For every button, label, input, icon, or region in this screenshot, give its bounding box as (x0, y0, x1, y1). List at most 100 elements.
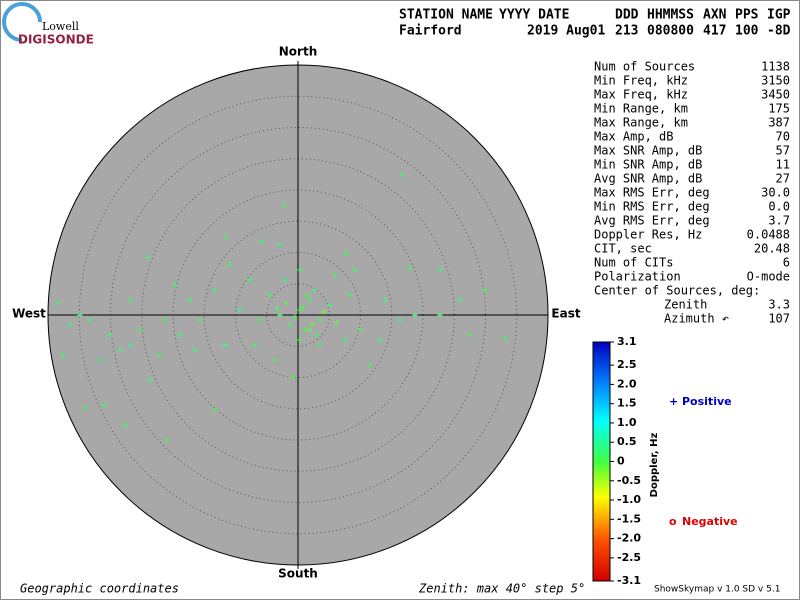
header-column: AXN (703, 8, 727, 23)
source-point (55, 300, 61, 306)
source-point (327, 302, 333, 308)
source-point (87, 317, 93, 323)
colorbar-title: Doppler, Hz (649, 433, 660, 498)
source-point (187, 297, 193, 303)
source-point (127, 297, 133, 303)
stat-value: 3150 (761, 74, 790, 88)
footer-mid: Zenith: max 40° step 5° (418, 582, 585, 596)
source-point (287, 322, 293, 328)
source-point (482, 287, 488, 293)
source-point (412, 312, 418, 318)
colorbar-tick-label: 2.0 (617, 377, 637, 390)
source-point (257, 317, 263, 323)
source-point (342, 337, 348, 343)
source-point (172, 282, 178, 288)
center-label: Zenith (664, 298, 707, 312)
source-point (247, 277, 253, 283)
source-point (301, 305, 307, 310)
center-title: Center of Sources, deg: (594, 284, 760, 298)
center-value: 3.3 (768, 298, 790, 312)
header-value: 080800 (647, 24, 694, 39)
source-point (164, 437, 170, 443)
source-point (437, 312, 443, 318)
source-point (343, 251, 349, 257)
source-point (407, 265, 413, 271)
stat-label: Num of CITs (594, 256, 673, 270)
stat-label: Min RMS Err, deg (594, 200, 710, 214)
header-value: 2019 Aug01 (527, 24, 605, 39)
source-point (317, 317, 323, 323)
source-point (77, 312, 83, 318)
source-point (296, 337, 302, 343)
header-value: 100 (735, 24, 759, 39)
stat-label: Doppler Res, Hz (594, 228, 702, 242)
footer-left: Geographic coordinates (20, 582, 179, 596)
header-column: STATION NAME (399, 8, 493, 23)
stat-label: Min Range, km (594, 102, 688, 116)
source-point (397, 317, 403, 323)
source-point (304, 293, 310, 299)
source-point (101, 402, 107, 408)
header-column: HHMMSS (647, 8, 694, 23)
source-point (399, 172, 405, 178)
source-point (332, 272, 338, 278)
stat-value: O-mode (747, 270, 790, 284)
colorbar-tick-label: -2.0 (617, 532, 641, 545)
colorbar-tick-label: 0.5 (617, 435, 637, 448)
source-point (347, 292, 353, 298)
source-point (107, 332, 113, 338)
header-value: -8D (767, 24, 791, 39)
source-point (307, 327, 313, 333)
source-point (237, 307, 243, 313)
colorbar-tick-label: -1.5 (617, 512, 641, 525)
header-value: Fairford (399, 24, 462, 39)
header-column: YYYY DATE (499, 8, 569, 23)
source-point (312, 287, 318, 293)
source-point (281, 202, 287, 208)
colorbar-tick-label: -1.0 (617, 493, 641, 506)
stat-value: 0.0 (768, 200, 790, 214)
stat-value: 30.0 (761, 186, 790, 200)
source-point (297, 307, 303, 313)
source-point (274, 305, 280, 311)
source-point (145, 254, 151, 260)
stat-value: 1138 (761, 60, 790, 74)
colorbar-tick-label: 1.0 (617, 416, 637, 429)
colorbar-tick-label: 3.1 (617, 335, 637, 348)
stat-label: Max Freq, kHz (594, 88, 688, 102)
source-point (437, 267, 443, 273)
header-column: PPS (735, 8, 759, 23)
source-point (227, 262, 233, 268)
source-point (357, 327, 363, 333)
stat-label: Num of Sources (594, 60, 695, 74)
source-point (457, 297, 463, 303)
source-point (321, 309, 327, 315)
source-point (197, 317, 203, 323)
header-value: 213 (615, 24, 638, 39)
header-value: 417 (703, 24, 726, 39)
source-point (317, 342, 323, 348)
stat-label: Avg SNR Amp, dB (594, 172, 702, 186)
colorbar-tick-label: -3.1 (617, 574, 641, 587)
source-point (127, 342, 133, 348)
legend-symbol: + (669, 395, 678, 408)
source-point (97, 357, 103, 363)
source-point (377, 337, 383, 343)
stat-value: 57 (776, 144, 790, 158)
source-point (67, 322, 73, 328)
source-point (117, 347, 123, 353)
source-point (177, 332, 183, 338)
stat-label: Max RMS Err, deg (594, 186, 710, 200)
colorbar-tick-label: 1.5 (617, 397, 637, 410)
source-point (222, 342, 228, 348)
stat-value: 11 (776, 158, 790, 172)
logo-arc (2, 2, 42, 42)
logo-big: DIGISONDE (18, 33, 94, 47)
stat-value: 70 (776, 130, 790, 144)
stat-value: 20.48 (754, 242, 790, 256)
source-point (60, 352, 66, 358)
dir-north: North (279, 45, 317, 59)
source-point (157, 352, 163, 358)
colorbar-tick-label: -0.5 (617, 474, 641, 487)
legend-label: Negative (682, 515, 738, 528)
